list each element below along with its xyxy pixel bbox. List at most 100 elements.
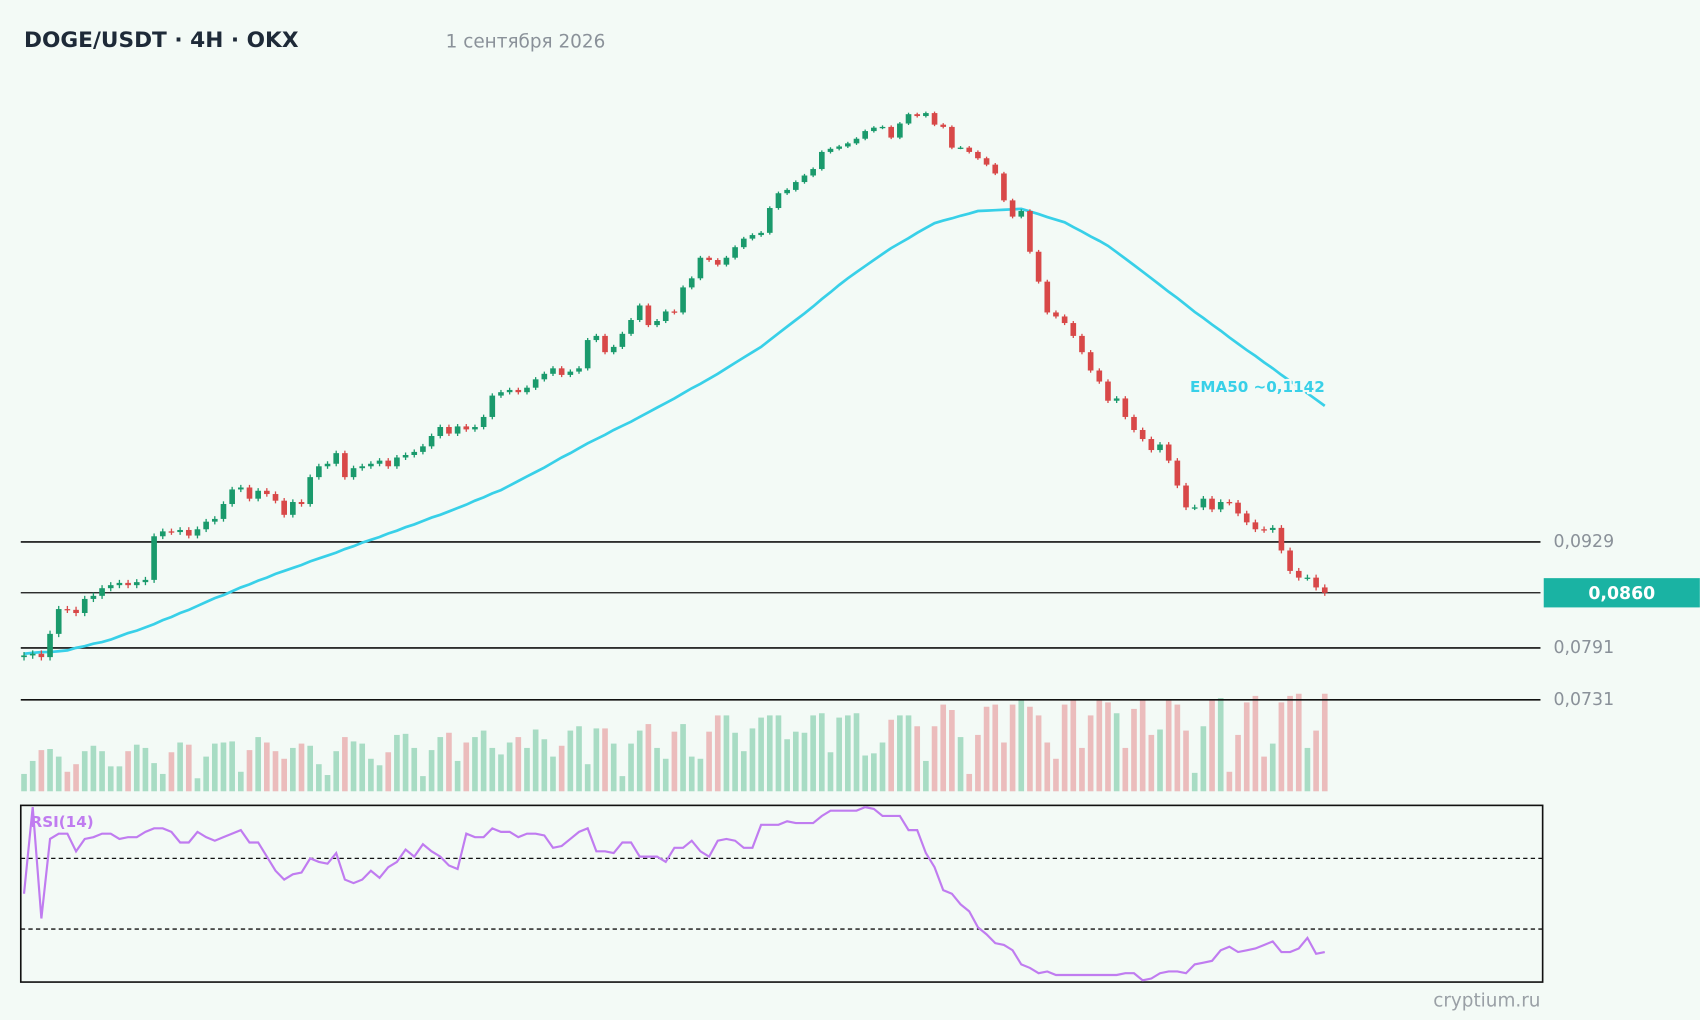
volume-bar [524, 747, 530, 792]
volume-bar [1226, 771, 1233, 792]
candle-body [801, 175, 808, 183]
candle-body [862, 131, 868, 139]
volume-bar [489, 747, 496, 792]
candle-body [532, 379, 539, 388]
volume-bar [766, 715, 773, 792]
candle-body [472, 427, 478, 430]
candle-body [897, 123, 903, 138]
volume-bar [758, 717, 764, 792]
candle-body [1018, 211, 1025, 217]
volume-bar [1122, 747, 1129, 792]
volume-bar [385, 752, 392, 792]
candle-body [593, 335, 600, 341]
candle-body [766, 208, 773, 233]
volume-bar [446, 732, 452, 792]
volume-bar [73, 764, 79, 792]
volume-bar [1321, 693, 1328, 792]
candle-body [498, 392, 504, 396]
candle-body [775, 193, 782, 209]
candle-body [411, 451, 418, 455]
volume-bar [1053, 758, 1059, 792]
volume-bar [480, 730, 487, 792]
candle-body [133, 582, 140, 586]
volume-bar [185, 744, 192, 792]
candle-body [428, 436, 435, 447]
volume-bar [610, 743, 617, 792]
volume-bar [1113, 713, 1120, 792]
candle-body [480, 416, 487, 428]
candle-body [1183, 485, 1189, 508]
level-label: 0,0929 [1553, 532, 1614, 552]
candle-body [1096, 370, 1103, 382]
candle-body [888, 126, 895, 138]
last-price-badge [1543, 578, 1700, 608]
volume-bar [697, 758, 704, 792]
candle-body [1269, 527, 1276, 530]
candle-body [159, 531, 166, 537]
candle-body [576, 368, 582, 372]
volume-bar [107, 766, 114, 792]
candle-body [342, 453, 348, 478]
candle-body [376, 460, 383, 464]
candle-body [732, 247, 738, 258]
candle-body [194, 529, 201, 536]
candle-body [1113, 398, 1120, 401]
candle-body [558, 368, 565, 375]
volume-bar [1139, 699, 1146, 792]
candle-body [333, 453, 340, 464]
volume-bar [133, 744, 140, 792]
volume-bar [515, 737, 522, 792]
volume-bar [966, 773, 973, 792]
candle-body [1200, 498, 1207, 508]
volume-bar [1096, 700, 1103, 792]
candle-body [1044, 281, 1051, 313]
candle-body [1191, 507, 1198, 509]
volume-bar [472, 737, 478, 792]
candle-body [29, 653, 36, 656]
candle-body [116, 582, 123, 586]
candle-body [1053, 312, 1059, 317]
volume-bar [151, 763, 157, 792]
candle-body [81, 598, 88, 614]
volume-bar [1018, 700, 1025, 792]
candle-body [394, 457, 400, 467]
candle-body [1087, 352, 1094, 371]
candle-body [688, 278, 695, 288]
volume-bar [264, 742, 270, 792]
candle-body [871, 127, 877, 132]
candle-body [1217, 502, 1224, 510]
volume-bar [498, 754, 504, 792]
volume-bar [1217, 698, 1224, 792]
candle-body [1009, 200, 1016, 217]
candle-body [1278, 527, 1285, 551]
volume-bar [1304, 747, 1311, 792]
volume-bar [1035, 715, 1042, 792]
candle-body [1235, 502, 1241, 514]
volume-bar [1252, 695, 1259, 792]
volume-bar [463, 742, 470, 792]
volume-bar [975, 734, 981, 792]
volume-bar [1269, 743, 1276, 792]
volume-bar [38, 750, 45, 792]
volume-bar [1165, 699, 1172, 792]
candle-body [602, 335, 608, 353]
volume-bar [897, 715, 903, 792]
candle-body [1321, 587, 1328, 593]
volume-bar [792, 731, 799, 792]
candle-body [47, 633, 53, 658]
candle-body [845, 143, 851, 147]
volume-bar [1027, 706, 1033, 792]
volume-bar [940, 704, 947, 792]
volume-bar [437, 737, 444, 792]
candle-body [420, 446, 426, 452]
volume-bar [680, 724, 686, 792]
volume-bar [827, 752, 834, 792]
volume-bar [723, 715, 730, 792]
candle-body [402, 454, 409, 458]
candle-body [1061, 316, 1068, 324]
chart-subtitle: 1 сентября 2026 [446, 31, 606, 52]
candle-body [706, 257, 712, 261]
candle-body [740, 238, 747, 248]
candle-body [827, 148, 834, 152]
candle-body [64, 609, 71, 611]
